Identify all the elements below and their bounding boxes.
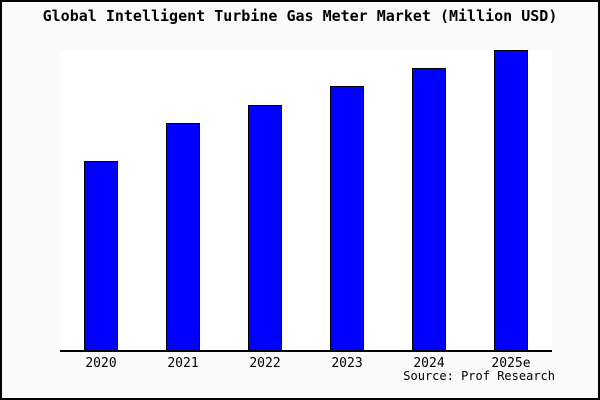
x-tick-label: 2022 (249, 356, 281, 371)
bar-2022 (248, 105, 282, 350)
bar-2025e (494, 50, 528, 350)
bar-slot (142, 50, 224, 350)
bar-2023 (330, 86, 364, 350)
x-tick-label: 2021 (167, 356, 199, 371)
bar-slot (470, 50, 552, 350)
chart-title: Global Intelligent Turbine Gas Meter Mar… (42, 7, 558, 25)
x-axis-labels: 2020 2021 2022 2023 2024 2025e (60, 356, 552, 371)
plot-area (60, 50, 552, 352)
x-tick-label: 2024 (413, 356, 445, 371)
bar-slot (60, 50, 142, 350)
bar-slot (306, 50, 388, 350)
bar-2021 (166, 123, 200, 350)
x-tick-label: 2023 (331, 356, 363, 371)
x-tick-label: 2025e (491, 356, 531, 371)
x-tick-label: 2020 (85, 356, 117, 371)
bar-slot (224, 50, 306, 350)
source-note: Source: Prof Research (403, 369, 555, 383)
bar-slot (388, 50, 470, 350)
bar-2024 (412, 68, 446, 350)
bar-2020 (84, 161, 118, 350)
